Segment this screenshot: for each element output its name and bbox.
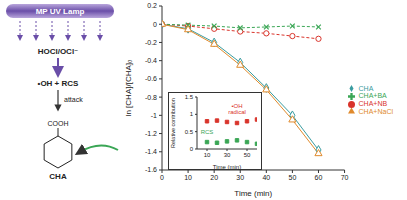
svg-text:0.5: 0.5 [185,129,194,135]
svg-text:1.5: 1.5 [185,94,194,100]
svg-text:10: 10 [184,174,192,181]
svg-text:•OH + RCS: •OH + RCS [38,79,79,88]
svg-text:RCS: RCS [201,129,214,135]
html-text:CHA: CHA [358,84,374,92]
svg-text:10: 10 [204,152,211,158]
svg-text:30: 30 [236,174,244,181]
svg-text:50: 50 [289,174,297,181]
svg-text:0: 0 [190,146,194,152]
svg-text:0.2: 0.2 [147,2,157,9]
html-text:CHA+NaCl: CHA+NaCl [358,107,393,115]
svg-text:30: 30 [224,152,231,158]
svg-text:Relative contribution: Relative contribution [170,98,176,148]
html-text:CHA+NB: CHA+NB [358,100,388,107]
svg-text:0: 0 [153,21,157,28]
svg-text:attack: attack [64,96,83,103]
html-text:CHA+BA: CHA+BA [358,92,387,100]
svg-text:1: 1 [190,111,194,117]
svg-text:-0.2: -0.2 [145,39,157,46]
svg-text:70: 70 [341,174,349,181]
svg-text:50: 50 [244,152,251,158]
svg-text:-1: -1 [151,112,157,119]
svg-text:-0.4: -0.4 [145,57,157,64]
svg-text:0: 0 [160,174,164,181]
svg-text:-0.6: -0.6 [145,75,157,82]
svg-text:-1.6: -1.6 [145,166,157,173]
svg-text:60: 60 [315,174,323,181]
svg-text:-1.2: -1.2 [145,130,157,137]
svg-text:ln [CHA]/[CHA]₀: ln [CHA]/[CHA]₀ [124,60,133,117]
svg-text:HOCl/OCl⁻: HOCl/OCl⁻ [38,47,79,56]
svg-text:-0.8: -0.8 [145,94,157,101]
svg-text:Time (min): Time (min) [213,164,241,169]
svg-text:Time (min): Time (min) [234,189,272,198]
svg-text:COOH: COOH [48,120,69,127]
svg-text:-1.4: -1.4 [145,148,157,155]
svg-text:40: 40 [262,174,270,181]
svg-text:CHA: CHA [49,172,67,181]
svg-text:MP UV Lamp: MP UV Lamp [36,7,85,16]
svg-text:20: 20 [210,174,218,181]
svg-text:•OHradical: •OHradical [228,103,246,115]
